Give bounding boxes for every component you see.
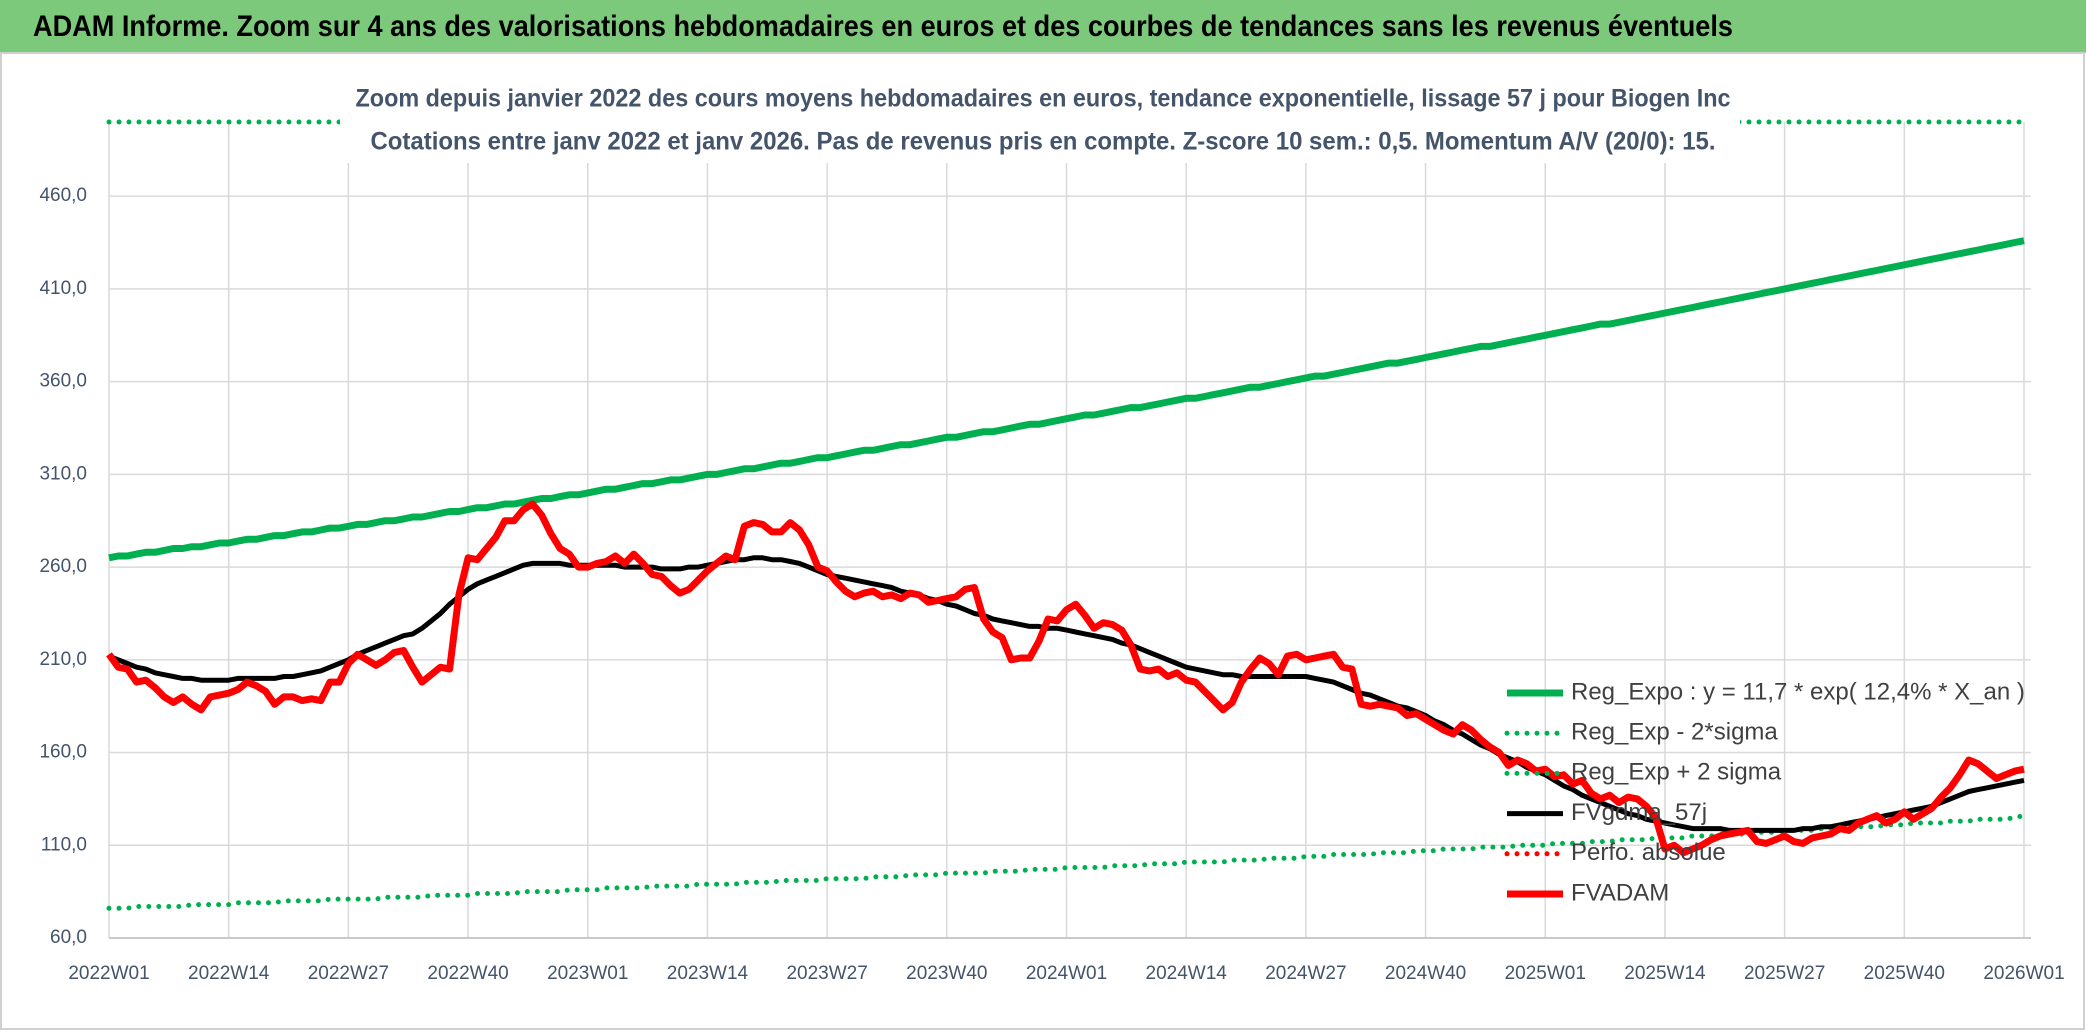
x-tick-label: 2024W27 — [1265, 963, 1346, 984]
x-tick-label: 2025W14 — [1624, 963, 1706, 984]
y-tick-label: 110,0 — [41, 834, 87, 855]
series-line — [106, 813, 2027, 911]
y-tick-label: 410,0 — [39, 278, 87, 299]
x-tick-label: 2024W01 — [1026, 963, 1107, 984]
y-tick-label: 160,0 — [39, 742, 87, 763]
x-tick-label: 2022W14 — [188, 963, 270, 984]
x-tick-label: 2022W01 — [68, 963, 149, 984]
legend-label: Reg_Exp + 2 sigma — [1571, 759, 1782, 786]
x-tick-label: 2025W40 — [1864, 963, 1945, 984]
series-line — [108, 555, 2025, 833]
banner-title: ADAM Informe. Zoom sur 4 ans des valoris… — [33, 10, 1733, 43]
frame — [0, 52, 2085, 1030]
x-tick-label: 2025W27 — [1744, 963, 1825, 984]
chart-subtitle: Cotations entre janv 2022 et janv 2026. … — [371, 128, 1716, 156]
legend-label: Perfo. absolue — [1571, 839, 1726, 866]
x-tick-label: 2025W01 — [1505, 963, 1586, 984]
x-tick-label: 2024W14 — [1146, 963, 1228, 984]
y-tick-label: 460,0 — [39, 185, 87, 206]
x-tick-label: 2023W40 — [906, 963, 987, 984]
y-tick-label: 60,0 — [50, 927, 87, 948]
title-backdrop — [340, 78, 1740, 163]
x-tick-label: 2023W14 — [667, 963, 749, 984]
y-tick-label: 310,0 — [39, 463, 87, 484]
x-tick-label: 2022W27 — [308, 963, 389, 984]
x-tick-label: 2023W01 — [547, 963, 628, 984]
x-tick-label: 2026W01 — [1983, 963, 2064, 984]
y-tick-label: 360,0 — [39, 371, 87, 392]
series-line — [108, 237, 2025, 562]
legend-label: FVgdma_57j — [1571, 799, 1707, 826]
banner — [0, 0, 2086, 53]
chart-title: Zoom depuis janvier 2022 des cours moyen… — [356, 85, 1731, 113]
legend-label: FVADAM — [1571, 879, 1669, 906]
legend-label: Reg_Expo : y = 11,7 * exp( 12,4% * X_an … — [1571, 678, 2025, 705]
y-tick-label: 260,0 — [39, 556, 87, 577]
x-tick-label: 2022W40 — [427, 963, 508, 984]
x-tick-label: 2024W40 — [1385, 963, 1466, 984]
x-tick-label: 2023W27 — [786, 963, 867, 984]
y-tick-label: 210,0 — [39, 649, 87, 670]
legend-label: Reg_Exp - 2*sigma — [1571, 719, 1778, 746]
series-line — [106, 500, 2025, 857]
